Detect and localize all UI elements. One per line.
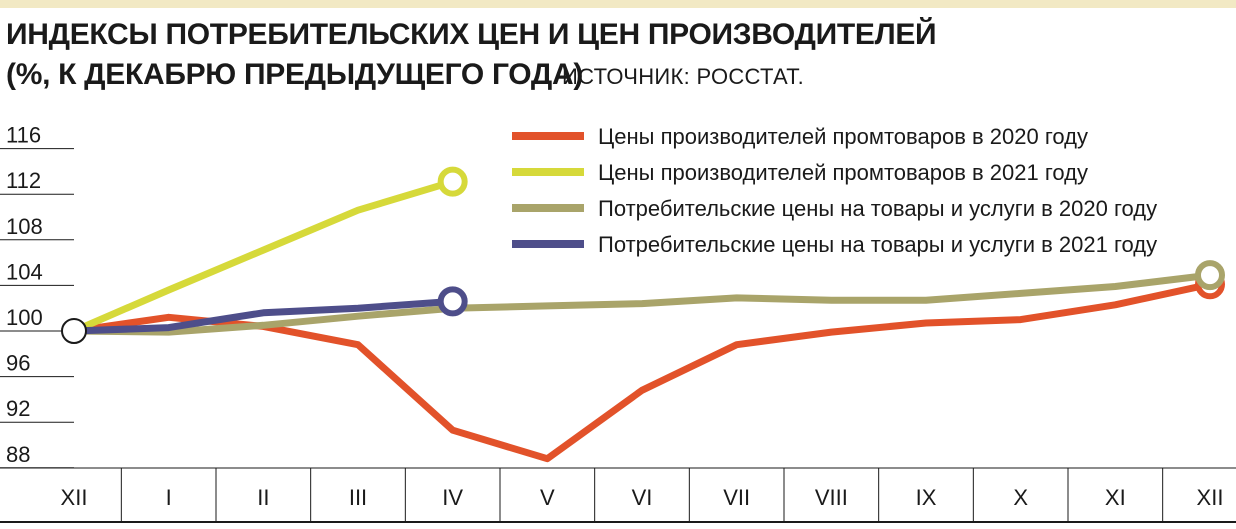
series-markers [61, 166, 1225, 344]
chart-title-line-1: ИНДЕКСЫ ПОТРЕБИТЕЛЬСКИХ ЦЕН И ЦЕН ПРОИЗВ… [6, 18, 937, 51]
data-point [830, 299, 832, 301]
series-line-3 [70, 271, 1214, 336]
origin-marker [61, 318, 87, 344]
data-point [357, 344, 359, 346]
x-tick-label: I [166, 485, 172, 510]
y-tick-label: 108 [6, 214, 43, 239]
data-point [357, 307, 359, 309]
x-tick-label: XI [1105, 485, 1126, 510]
data-point [262, 249, 264, 251]
series-lines [70, 178, 1214, 463]
legend: Цены производителей промтоваров в 2020 г… [512, 124, 1157, 257]
y-tick-label: 100 [6, 305, 43, 330]
data-point [641, 389, 643, 391]
data-point [357, 315, 359, 317]
series-end-marker-2 [437, 166, 468, 197]
legend-label-2: Цены производителей промтоваров в 2021 г… [598, 160, 1088, 185]
y-tick-label: 88 [6, 442, 30, 467]
series-line-4 [70, 297, 457, 335]
y-tick-label: 104 [6, 259, 43, 284]
data-point [262, 312, 264, 314]
x-tick-label: VIII [815, 485, 848, 510]
y-tick-label: 112 [6, 168, 41, 193]
chart-source: ИСТОЧНИК: РОССТАТ. [562, 64, 804, 89]
legend-label-4: Потребительские цены на товары и услуги … [598, 232, 1157, 257]
data-point [641, 303, 643, 305]
top-decorative-rule [0, 0, 1236, 8]
data-point [168, 316, 170, 318]
y-tick-label: 92 [6, 396, 30, 421]
data-point [168, 289, 170, 291]
data-point [546, 305, 548, 307]
y-axis: 116 112 108 104 100 96 92 88 [0, 123, 74, 469]
x-tick-label: II [257, 485, 269, 510]
chart-title-line-2: (%, К ДЕКАБРЮ ПРЕДЫДУЩЕГО ГОДА) [6, 58, 584, 91]
data-point [1020, 292, 1022, 294]
data-point [736, 297, 738, 299]
data-point [546, 458, 548, 460]
data-point [1114, 304, 1116, 306]
legend-label-3: Потребительские цены на товары и услуги … [598, 196, 1157, 221]
y-tick-label: 116 [6, 123, 41, 148]
x-tick-label: X [1013, 485, 1028, 510]
data-point [1114, 286, 1116, 288]
x-tick-label: VI [632, 485, 653, 510]
series-line-1 [70, 280, 1214, 463]
x-tick-label: V [540, 485, 555, 510]
data-point [452, 429, 454, 431]
series-line-2 [70, 178, 457, 335]
data-point [357, 209, 359, 211]
series-end-marker-4 [437, 286, 468, 317]
x-tick-label: IX [916, 485, 937, 510]
legend-label-1: Цены производителей промтоваров в 2020 г… [598, 124, 1088, 149]
x-axis: XII I II III IV V VI VII VIII IX X XI XII [0, 467, 1236, 523]
x-tick-label: IV [442, 485, 463, 510]
y-tick-label: 96 [6, 351, 30, 376]
data-point [925, 299, 927, 301]
data-point [925, 322, 927, 324]
x-tick-label: XII [61, 485, 88, 510]
data-point [168, 331, 170, 333]
series-end-marker-3 [1195, 260, 1225, 291]
x-tick-label: XII [1197, 485, 1224, 510]
data-point [830, 331, 832, 333]
x-tick-label: III [349, 485, 367, 510]
x-tick-label: VII [723, 485, 750, 510]
data-point [168, 327, 170, 329]
data-point [1020, 319, 1022, 321]
data-point [262, 324, 264, 326]
data-point [736, 344, 738, 346]
